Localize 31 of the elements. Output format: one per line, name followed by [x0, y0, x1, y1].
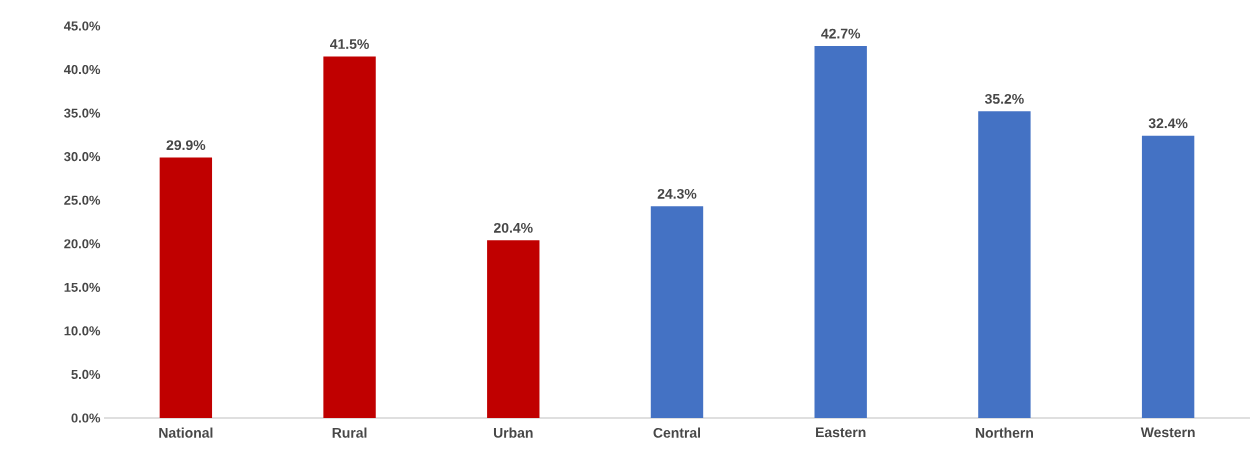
data-label: 42.7%: [821, 28, 861, 39]
bar: [978, 111, 1031, 418]
bar: [650, 206, 704, 418]
bar: [487, 240, 540, 418]
bar: [323, 56, 376, 418]
y-tick-label: 35.0%: [64, 108, 101, 118]
y-tick-label: 20.0%: [64, 239, 101, 249]
data-label: 24.3%: [657, 188, 697, 199]
data-label: 41.5%: [330, 39, 369, 49]
x-tick-label: Eastern: [816, 427, 866, 438]
x-tick-label: Central: [653, 427, 701, 438]
y-tick-label: 45.0%: [63, 21, 101, 31]
y-tick-label: 15.0%: [64, 282, 101, 292]
bar: [1141, 135, 1195, 418]
y-tick-label: 10.0%: [64, 326, 101, 336]
y-tick-label: 30.0%: [64, 152, 101, 162]
y-tick-label: 5.0%: [71, 369, 101, 380]
x-tick-label: Western: [1140, 427, 1195, 438]
bar: [159, 157, 213, 418]
bar: [814, 46, 867, 418]
x-tick-label: Northern: [975, 427, 1033, 438]
x-tick-label: Rural: [332, 427, 367, 438]
y-tick-label: 40.0%: [63, 64, 101, 75]
data-label: 29.9%: [166, 140, 206, 151]
y-tick-label: 25.0%: [64, 195, 101, 205]
data-label: 32.4%: [1148, 118, 1188, 129]
y-tick-label: 0.0%: [71, 413, 101, 423]
x-tick-label: National: [159, 427, 213, 438]
data-label: 35.2%: [984, 93, 1024, 104]
data-label: 20.4%: [493, 222, 533, 233]
x-tick-label: Urban: [493, 427, 533, 438]
